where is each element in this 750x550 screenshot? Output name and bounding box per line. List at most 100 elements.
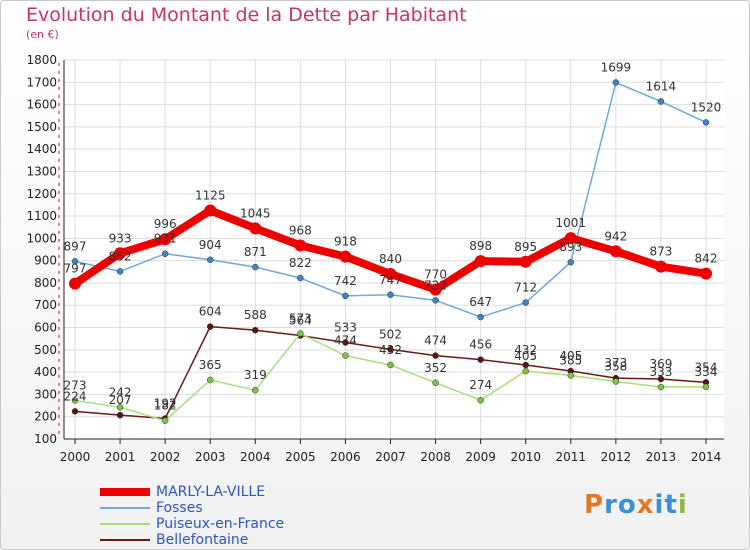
data-label: 933: [109, 231, 132, 245]
data-label: 365: [199, 358, 222, 372]
data-label: 647: [469, 295, 492, 309]
data-point: [657, 375, 665, 383]
data-point: [477, 356, 484, 363]
x-tick-label: 2013: [646, 450, 677, 464]
data-point: [342, 339, 349, 346]
data-label: 893: [559, 240, 582, 254]
data-label: 405: [514, 349, 537, 363]
data-point: [114, 247, 127, 260]
y-tick-label: 600: [34, 321, 57, 335]
chart-title: Evolution du Montant de la Dette par Hab…: [26, 4, 467, 26]
data-label: 822: [289, 256, 312, 270]
data-point: [702, 119, 710, 126]
data-label: 432: [514, 343, 537, 357]
data-label: 747: [379, 273, 402, 287]
data-label: 192: [154, 396, 177, 410]
data-label: 712: [514, 281, 537, 295]
data-point: [387, 361, 394, 369]
data-point: [474, 255, 487, 268]
y-tick-label: 100: [34, 432, 57, 446]
data-point: [206, 376, 214, 384]
x-tick-label: 2002: [150, 450, 181, 464]
data-point: [69, 277, 81, 290]
x-tick-label: 2009: [465, 450, 496, 464]
data-point: [116, 404, 124, 411]
x-tick-label: 2003: [195, 450, 226, 464]
legend-swatch-marly: [100, 488, 150, 496]
data-point: [612, 378, 620, 385]
data-label: 797: [64, 262, 87, 276]
data-point: [206, 323, 214, 330]
data-label: 1520: [691, 100, 722, 114]
y-tick-label: 700: [34, 298, 57, 312]
data-label: 1125: [195, 188, 226, 202]
legend-label-bellefontaine: Bellefontaine: [156, 532, 249, 548]
data-label: 474: [424, 334, 447, 348]
x-tick-label: 2000: [60, 450, 91, 464]
data-point: [522, 367, 529, 375]
data-point: [297, 274, 304, 282]
y-tick-label: 1000: [26, 231, 57, 245]
data-point: [477, 396, 484, 404]
data-label: 895: [514, 240, 537, 254]
data-label: 842: [695, 252, 718, 266]
y-tick-label: 1200: [26, 187, 57, 201]
data-label: 358: [604, 359, 627, 373]
y-tick-label: 1600: [26, 98, 57, 112]
data-label: 224: [64, 389, 87, 403]
data-label: 502: [379, 327, 402, 341]
legend-swatch-puiseux: [100, 523, 150, 525]
data-point: [116, 268, 124, 275]
data-point: [116, 411, 124, 419]
x-tick-label: 2004: [240, 450, 271, 464]
data-point: [477, 313, 484, 321]
legend-label-marly: MARLY-LA-VILLE: [156, 484, 266, 500]
data-label: 354: [695, 360, 718, 374]
data-point: [519, 255, 532, 268]
data-label: 207: [109, 393, 132, 407]
data-point: [429, 283, 442, 296]
data-point: [161, 417, 169, 424]
data-label: 369: [649, 357, 672, 371]
data-point: [612, 79, 620, 86]
data-label: 770: [424, 268, 447, 282]
data-point: [567, 372, 575, 379]
data-label: 604: [199, 305, 222, 319]
y-tick-label: 900: [34, 254, 57, 268]
data-label: 1614: [646, 79, 677, 93]
data-point: [71, 408, 79, 415]
x-tick-label: 2012: [601, 450, 632, 464]
y-tick-label: 1100: [26, 209, 57, 223]
data-point: [384, 268, 397, 281]
data-point: [700, 267, 712, 280]
data-label: 273: [64, 378, 87, 392]
y-tick-label: 1500: [26, 120, 57, 134]
data-label: 1045: [240, 206, 271, 220]
x-tick-label: 2001: [105, 450, 136, 464]
data-label: 871: [244, 245, 267, 259]
data-point: [432, 379, 439, 387]
data-point: [204, 204, 217, 217]
data-label: 182: [154, 399, 177, 413]
data-label: 742: [334, 274, 357, 288]
x-tick-label: 2008: [420, 450, 451, 464]
data-point: [522, 299, 529, 306]
data-point: [564, 232, 577, 245]
data-point: [567, 258, 575, 266]
x-tick-label: 2010: [510, 450, 541, 464]
data-label: 274: [469, 378, 492, 392]
y-tick-label: 300: [34, 387, 57, 401]
data-label: 1001: [556, 216, 587, 230]
x-tick-label: 2014: [691, 450, 722, 464]
data-label: 996: [154, 217, 177, 231]
data-label: 432: [379, 343, 402, 357]
data-point: [71, 397, 79, 404]
data-point: [432, 352, 439, 359]
data-point: [252, 263, 259, 271]
data-label: 897: [64, 239, 87, 253]
data-label: 904: [199, 238, 222, 252]
y-tick-label: 1800: [26, 53, 57, 67]
legend-swatch-fosses: [100, 507, 150, 509]
data-point: [294, 239, 307, 252]
